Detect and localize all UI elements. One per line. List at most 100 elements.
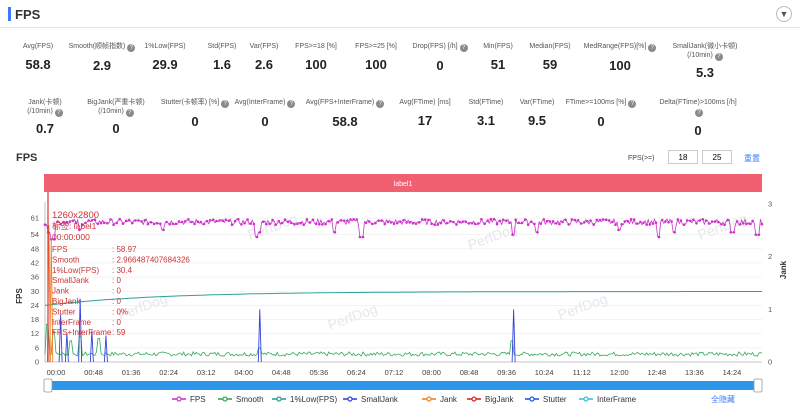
scrollbar-left-handle[interactable] [43,378,53,393]
series-smalljank-spike [64,333,69,363]
fps-point [99,221,103,225]
x-tick-label: 02:24 [159,368,178,377]
help-icon[interactable]: ? [54,109,63,117]
fps-point [321,223,324,226]
reset-link[interactable]: 重置 [744,154,760,163]
label-bar[interactable] [44,174,762,192]
fps-point [343,219,346,223]
tooltip-row-value: : 2.966487407684326 [112,255,190,264]
fps-point [277,219,281,223]
timeline-scrollbar[interactable] [44,381,762,390]
metric-r2-5: Avg(FTime) [ms] 17 [385,98,465,128]
metric-value: 59 [542,57,558,72]
x-tick-label: 13:36 [685,368,704,377]
fps-point [355,218,359,221]
hide-all-link[interactable]: 全隐藏 [711,394,735,404]
fps-point [720,223,723,226]
x-tick-label: 03:12 [197,368,216,377]
metric-value: 0 [112,121,120,136]
fps-point [564,218,567,222]
fps-point [614,223,617,226]
fps-point [751,219,754,223]
fps-point [442,219,446,222]
y2-tick-label: 0 [768,358,772,367]
chevron-down-icon[interactable]: ▼ [776,6,792,22]
tooltip-row-value: : 58.97 [112,245,137,254]
fps-point [586,220,589,223]
fps-point [246,218,249,221]
legend-marker [276,396,282,402]
fps-point [520,221,524,225]
help-icon[interactable]: ? [695,109,703,117]
legend-item-bigjank[interactable]: BigJank [467,395,514,404]
help-icon[interactable]: ? [459,44,468,52]
help-icon[interactable]: ? [648,44,657,52]
metric-r2-1: BigJank(严重卡顿) (/10min)? 0 [76,98,156,136]
y-tick-label: 30 [31,287,39,296]
help-icon[interactable]: ? [125,109,134,117]
fps-point [271,218,274,222]
legend-item-fps[interactable]: FPS [172,395,206,404]
fps-point [707,222,711,225]
legend-item-smooth[interactable]: Smooth [218,395,264,404]
fps-point [673,231,676,234]
fps-point [177,220,181,223]
fps-point [601,218,605,221]
fps-point [180,220,184,224]
help-icon[interactable]: ? [376,100,385,108]
metric-r1-4: Var(FPS) 2.6 [224,42,304,72]
fps-high-input[interactable] [702,150,732,164]
metric-label: FTime>=100ms [%]? [561,98,641,108]
x-tick-label: 08:00 [422,368,441,377]
legend-label: Jank [440,395,458,404]
fps-point [402,219,405,222]
fps-point [230,223,234,226]
metric-value: 2.6 [254,57,274,72]
fps-point [265,222,268,226]
fps-point [268,222,271,226]
fps-point [698,219,701,222]
fps-point [143,219,147,222]
fps-point [84,221,87,225]
legend-marker [426,396,432,402]
scrollbar-right-handle[interactable] [753,378,763,393]
help-icon[interactable]: ? [628,100,637,108]
fps-point [93,218,97,221]
legend-item-jank[interactable]: Jank [422,395,458,404]
help-icon[interactable]: ? [714,53,723,61]
fps-point [514,218,517,222]
fps-point [290,221,293,225]
fps-point [439,221,443,225]
fps-point [165,220,168,224]
legend-item-smalljank[interactable]: SmallJank [343,395,399,404]
metric-value: 0 [261,114,269,129]
fps-point [567,223,570,226]
tooltip-row-value: : 0 [112,318,121,327]
metric-value: 0.7 [35,121,55,136]
help-icon[interactable]: ? [127,44,136,52]
fps-point [679,219,683,222]
fps-point [96,222,100,226]
fps-point [208,219,212,222]
fps-point [286,220,290,224]
fps-point [302,223,306,226]
fps-point [43,223,47,226]
fps-low-input[interactable] [668,150,698,164]
x-tick-label: 05:36 [309,368,328,377]
fps-point [193,222,196,226]
metric-label: BigJank(严重卡顿) (/10min)? [87,99,145,117]
fps-point [121,222,125,225]
help-icon[interactable]: ? [221,100,230,108]
fps-point [227,219,231,223]
help-icon[interactable]: ? [287,100,296,108]
y-tick-label: 61 [31,214,39,223]
legend-item-stutter[interactable]: Stutter [525,395,567,404]
series-jank-spike [49,240,54,363]
legend-item-1lowfps[interactable]: 1%Low(FPS) [272,395,337,404]
legend-item-interframe[interactable]: InterFrame [579,395,637,404]
fps-point [533,222,536,226]
tooltip-resolution: 1260x2800 [52,210,99,221]
fps-point [455,223,458,226]
fps-point [371,222,374,226]
metric-label: Median(FPS) [529,43,571,50]
